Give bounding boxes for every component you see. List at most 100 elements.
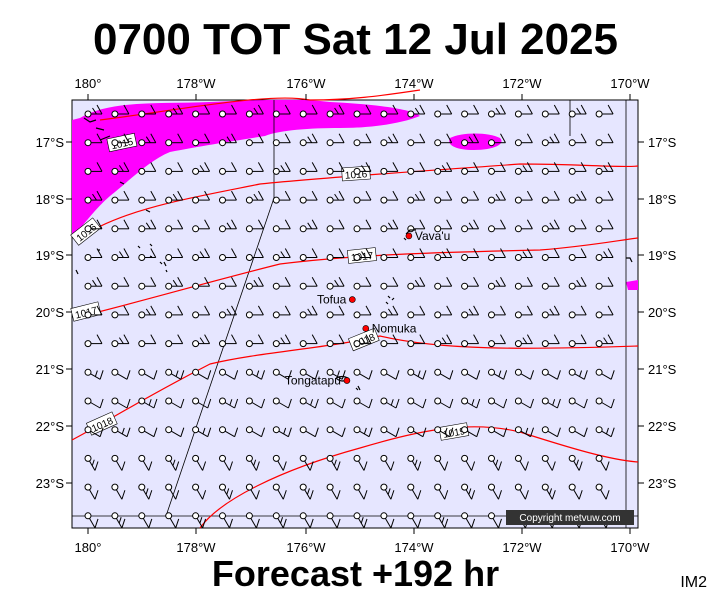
wind-barb	[514, 334, 533, 348]
wind-barb	[514, 397, 534, 409]
lat-label-left: 20°S	[36, 305, 65, 320]
wind-barb	[272, 483, 287, 500]
wind-barb	[165, 305, 184, 319]
wind-barb	[380, 248, 399, 261]
wind-barb	[219, 276, 237, 290]
wind-barb	[299, 454, 314, 471]
wind-barb	[407, 426, 427, 438]
lat-label-right: 19°S	[648, 248, 677, 263]
wind-barb	[434, 162, 453, 175]
wind-barb	[407, 334, 426, 348]
wind-barb	[138, 162, 157, 175]
wind-barb	[326, 276, 345, 290]
wind-barb	[514, 104, 533, 118]
wind-barb	[84, 512, 99, 529]
wind-barb	[326, 190, 345, 204]
wind-barb	[84, 219, 103, 233]
wind-barb	[514, 190, 533, 204]
lon-label-top: 172°W	[502, 76, 542, 91]
wind-barb	[111, 190, 130, 204]
tick-marks	[66, 94, 644, 534]
wind-barb	[488, 276, 506, 290]
lat-labels-left: 17°S 18°S 19°S 20°S 21°S 22°S 23°S	[36, 135, 65, 491]
wind-barb	[514, 219, 533, 233]
wind-barb	[165, 368, 185, 380]
wind-barb	[380, 483, 395, 500]
wind-barb	[219, 334, 237, 348]
wind-barb	[514, 454, 529, 471]
wind-barb	[111, 219, 130, 233]
wind-barb	[353, 512, 368, 529]
wind-barb	[595, 397, 615, 409]
wind-barb	[407, 162, 426, 175]
wind-barb	[461, 162, 480, 175]
wind-barb	[461, 219, 480, 233]
wind-barb	[245, 248, 264, 261]
wind-barb	[219, 219, 237, 233]
wind-barb	[568, 248, 587, 261]
wind-barb	[541, 305, 560, 319]
wind-barb	[541, 276, 560, 290]
wind-barb	[434, 305, 453, 319]
wind-barb	[353, 368, 373, 380]
wind-barb	[165, 104, 184, 118]
wind-barb	[488, 426, 508, 438]
wind-barb	[326, 248, 345, 261]
wind-barb	[407, 104, 426, 118]
wind-barb	[192, 454, 207, 471]
wind-barb	[111, 334, 130, 348]
rain-area	[72, 99, 638, 290]
wind-barb	[595, 454, 610, 471]
wind-barb	[111, 104, 130, 118]
wind-barb	[353, 397, 373, 409]
wind-barb	[541, 334, 560, 348]
wind-barb	[165, 276, 184, 290]
wind-barb	[568, 219, 587, 233]
wind-barb	[84, 334, 103, 348]
wind-barb	[272, 190, 291, 204]
wind-barb	[488, 368, 508, 380]
wind-barb	[299, 162, 318, 175]
wind-barb	[568, 104, 587, 118]
wind-barb	[165, 426, 185, 438]
lon-label-bottom: 172°W	[502, 540, 542, 555]
wind-barb	[353, 426, 373, 438]
wind-barb	[192, 219, 211, 233]
wind-barb	[568, 305, 587, 319]
wind-barb	[272, 219, 291, 233]
wind-barb	[219, 512, 233, 529]
lon-label-bottom: 180°	[75, 540, 102, 555]
island-haapai	[385, 295, 395, 305]
wind-barb	[192, 512, 207, 529]
wind-barb	[245, 483, 260, 500]
wind-barb	[84, 133, 103, 147]
wind-barb	[568, 133, 587, 147]
wind-barb	[192, 276, 211, 290]
wind-barb	[138, 426, 158, 438]
wind-barb	[299, 104, 318, 118]
wind-barb	[568, 426, 588, 438]
wind-barb	[326, 162, 345, 175]
wind-barb	[434, 397, 454, 409]
wind-barb	[568, 397, 588, 409]
wind-barb	[595, 334, 614, 348]
wind-barb	[165, 190, 184, 204]
wind-barb	[219, 248, 237, 261]
wind-barb	[488, 512, 502, 529]
wind-barb	[245, 305, 264, 319]
wind-barb	[568, 368, 588, 380]
wind-barb	[299, 368, 319, 380]
wind-barb	[272, 397, 292, 409]
wind-barb	[595, 483, 610, 500]
wind-barb	[461, 483, 476, 500]
wind-barb	[138, 368, 158, 380]
wind-barb	[541, 483, 556, 500]
wind-barb	[541, 368, 561, 380]
wind-barb	[192, 133, 211, 147]
wind-barb	[488, 305, 506, 319]
wind-barb	[353, 219, 372, 233]
wind-barb	[299, 305, 318, 319]
wind-barb	[380, 305, 399, 319]
wind-barb	[380, 512, 395, 529]
wind-barb	[353, 305, 372, 319]
